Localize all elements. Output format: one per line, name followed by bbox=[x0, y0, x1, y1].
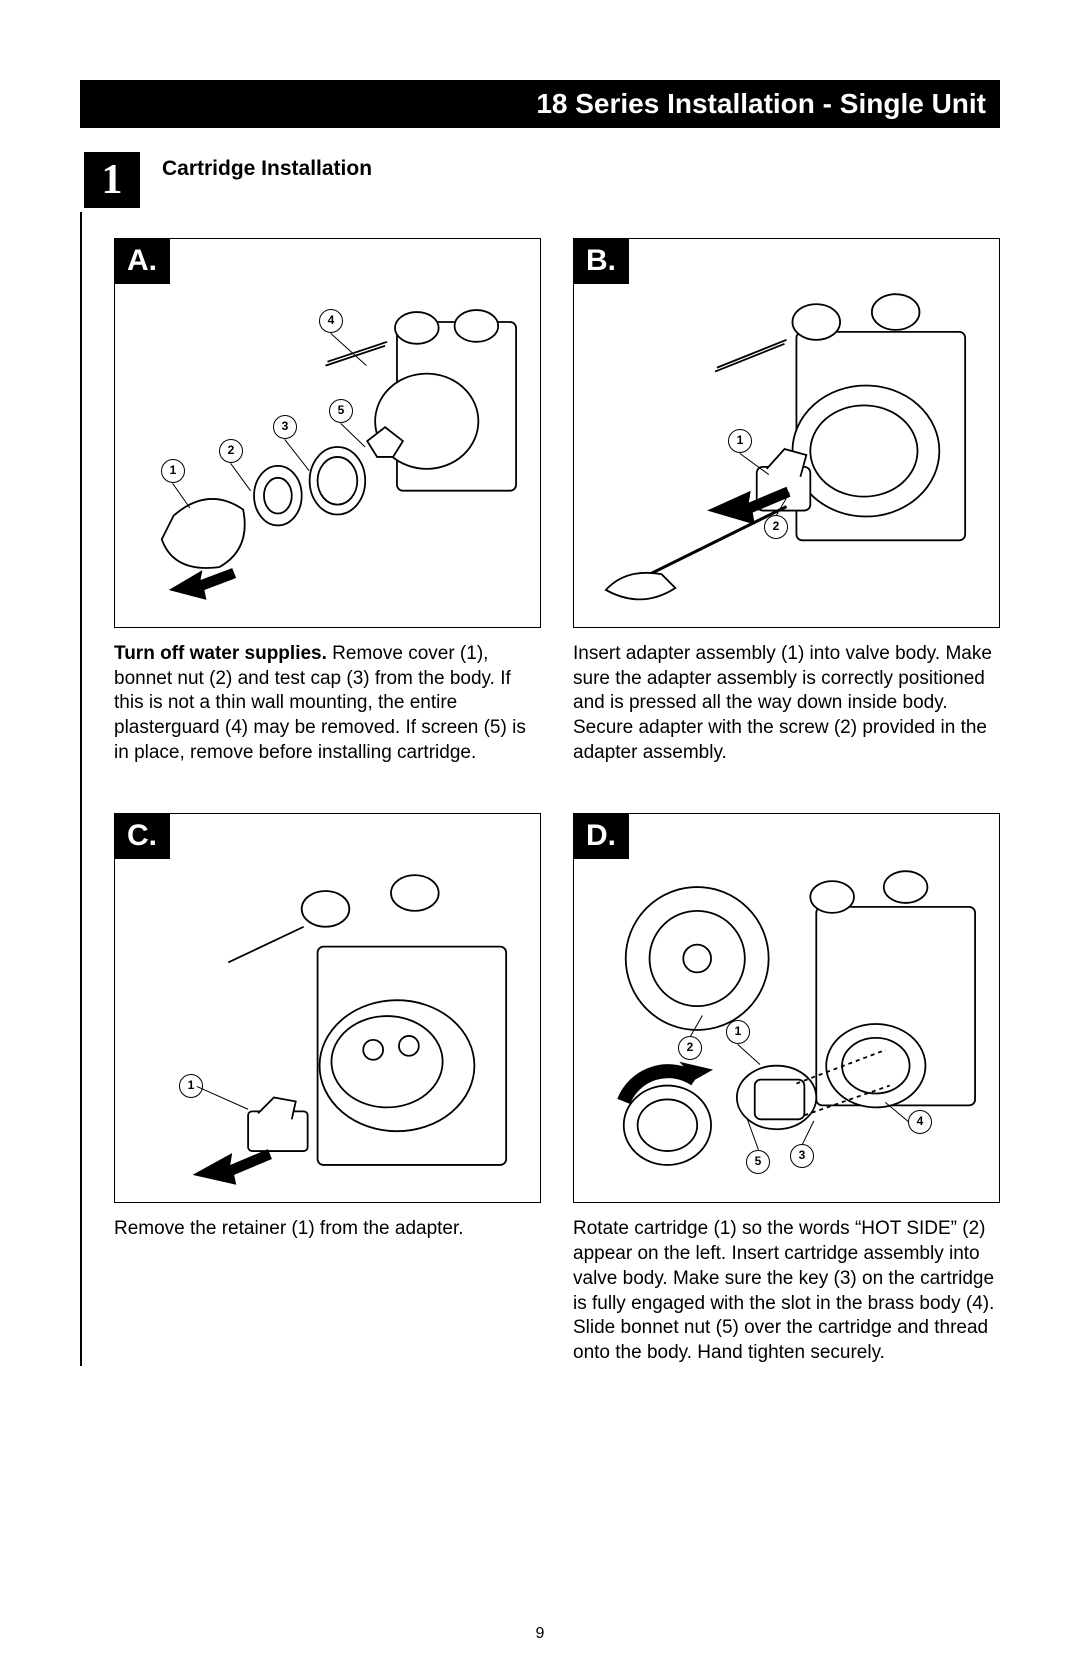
figure-D: D. bbox=[573, 813, 1000, 1203]
figure-label-D: D. bbox=[573, 813, 629, 859]
col-C: C. bbox=[114, 813, 541, 1365]
caption-A: Turn off water supplies. Remove cover (1… bbox=[114, 642, 541, 765]
callout-A-2: 2 bbox=[219, 439, 243, 463]
callout-B-2: 2 bbox=[764, 515, 788, 539]
figure-label-B: B. bbox=[573, 238, 629, 284]
callout-A-1: 1 bbox=[161, 459, 185, 483]
step-title: Cartridge Installation bbox=[162, 157, 372, 181]
panels-container: A. bbox=[80, 212, 1000, 1366]
caption-D: Rotate cartridge (1) so the words “HOT S… bbox=[573, 1217, 1000, 1365]
page-number: 9 bbox=[0, 1625, 1080, 1643]
figure-A: A. bbox=[114, 238, 541, 628]
col-B: B. bbox=[573, 238, 1000, 765]
figure-label-C: C. bbox=[114, 813, 170, 859]
mech-A bbox=[129, 289, 526, 613]
row-1: A. bbox=[114, 238, 1000, 765]
mech-D bbox=[588, 864, 985, 1188]
step-header: 1 Cartridge Installation bbox=[84, 152, 1000, 208]
callout-A-5: 5 bbox=[329, 399, 353, 423]
figure-B: B. bbox=[573, 238, 1000, 628]
mech-C bbox=[129, 864, 526, 1188]
step-number-box: 1 bbox=[84, 152, 140, 208]
page: 18 Series Installation - Single Unit 1 C… bbox=[0, 0, 1080, 1669]
row-2: C. bbox=[114, 813, 1000, 1365]
caption-A-bold: Turn off water supplies. bbox=[114, 643, 327, 664]
mech-B bbox=[588, 289, 985, 613]
page-title: 18 Series Installation - Single Unit bbox=[536, 88, 986, 120]
caption-C: Remove the retainer (1) from the adapter… bbox=[114, 1217, 541, 1242]
figure-label-A: A. bbox=[114, 238, 170, 284]
title-bar: 18 Series Installation - Single Unit bbox=[80, 80, 1000, 128]
callout-A-3: 3 bbox=[273, 415, 297, 439]
callout-B-1: 1 bbox=[728, 429, 752, 453]
callout-A-4: 4 bbox=[319, 309, 343, 333]
figure-C: C. bbox=[114, 813, 541, 1203]
col-A: A. bbox=[114, 238, 541, 765]
col-D: D. bbox=[573, 813, 1000, 1365]
caption-B: Insert adapter assembly (1) into valve b… bbox=[573, 642, 1000, 765]
